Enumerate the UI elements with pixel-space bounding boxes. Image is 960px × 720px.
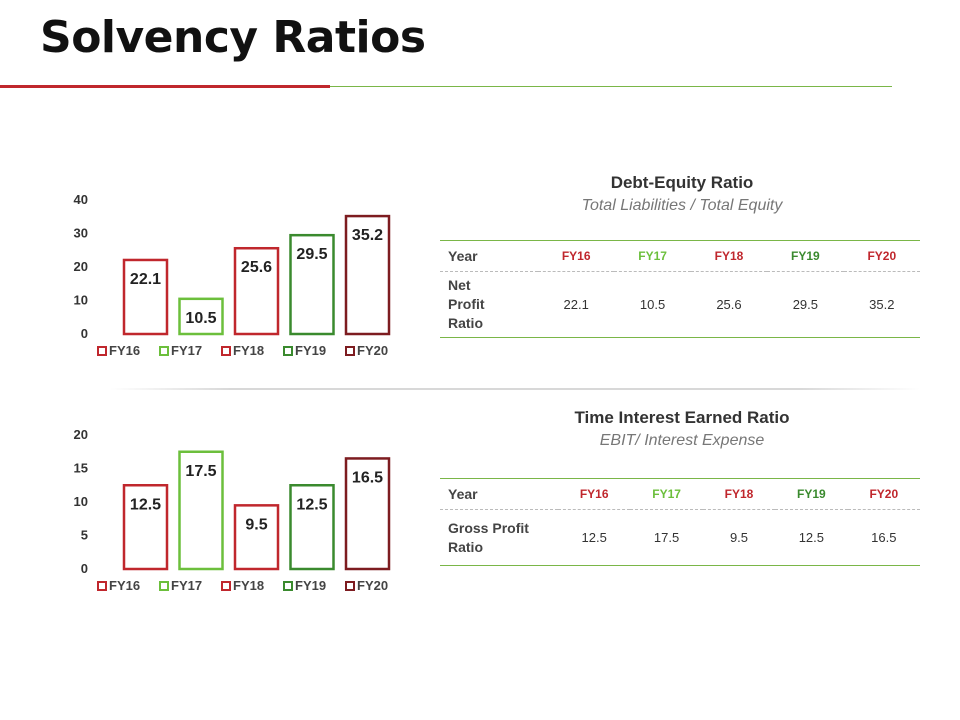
y-tick-label: 10 <box>74 494 88 509</box>
value-cell: 10.5 <box>639 297 666 312</box>
value-cell: 12.5 <box>798 530 825 545</box>
legend-label: FY17 <box>171 343 202 358</box>
bar-fy17 <box>178 450 224 571</box>
table-row: Gross Profit Ratio 12.5 17.5 9.5 12.5 16… <box>440 510 920 566</box>
bar-value-label: 17.5 <box>185 463 216 480</box>
table-row: Net Profit Ratio 22.1 10.5 25.6 29.5 35.… <box>440 272 920 338</box>
debt-equity-bar-chart: 0 10 20 30 40 22.1 10.5 25.6 29.5 35.2 FY16 FY17 FY1… <box>74 192 391 358</box>
legend-label: FY20 <box>357 578 388 593</box>
debt-equity-heading: Debt-Equity Ratio Total Liabilities / To… <box>442 173 922 215</box>
table-header-row: Year FY16 FY17 FY18 FY19 FY20 <box>440 478 920 510</box>
bar-value-label: 12.5 <box>296 496 327 513</box>
legend-swatch <box>159 346 169 356</box>
legend-swatch <box>283 581 293 591</box>
page-title: Solvency Ratios <box>40 12 426 63</box>
table-header-row: Year FY16 FY17 FY18 FY19 FY20 <box>440 240 920 272</box>
year-col-fy20: FY20 <box>869 487 899 501</box>
year-header: Year <box>448 485 478 502</box>
debt-equity-title: Debt-Equity Ratio <box>610 173 754 192</box>
legend-swatch <box>221 581 231 591</box>
bar-fy19 <box>289 233 335 336</box>
time-interest-heading: Time Interest Earned Ratio EBIT/ Interes… <box>442 408 922 450</box>
legend-swatch <box>221 346 231 356</box>
legend-swatch <box>159 581 169 591</box>
year-col-fy16: FY16 <box>561 249 591 263</box>
legend-label: FY18 <box>233 343 264 358</box>
bar-fy16 <box>122 258 169 336</box>
y-tick-label: 5 <box>81 528 88 543</box>
value-cell: 29.5 <box>792 297 819 312</box>
y-tick-label: 20 <box>74 427 88 442</box>
year-col-fy19: FY19 <box>797 487 826 501</box>
year-col-fy18: FY18 <box>714 249 744 263</box>
legend-swatch <box>283 346 293 356</box>
legend-label: FY16 <box>109 578 140 593</box>
section-divider <box>110 388 920 390</box>
bar-fy20 <box>344 457 391 571</box>
bar-value-label: 12.5 <box>130 496 161 513</box>
legend-label: FY19 <box>295 343 326 358</box>
y-tick-label: 0 <box>81 326 88 341</box>
legend-label: FY16 <box>109 343 140 358</box>
legend-swatch <box>97 346 107 356</box>
time-interest-title: Time Interest Earned Ratio <box>574 408 790 427</box>
bar-fy20 <box>344 214 391 336</box>
legend-swatch <box>345 346 355 356</box>
bar-value-label: 35.2 <box>352 227 383 244</box>
bar-fy18 <box>233 504 280 571</box>
bar-value-label: 29.5 <box>296 246 327 263</box>
value-cell: 17.5 <box>653 530 680 545</box>
bar-value-label: 9.5 <box>245 516 267 533</box>
bar-fy19 <box>289 484 335 571</box>
value-cell: 25.6 <box>716 297 742 312</box>
legend-label: FY18 <box>233 578 264 593</box>
legend-label: FY20 <box>357 343 388 358</box>
bar-fy17 <box>178 297 224 336</box>
legend-swatch <box>97 581 107 591</box>
value-cell: 22.1 <box>563 297 589 312</box>
value-cell: 35.2 <box>869 297 895 312</box>
year-col-fy20: FY20 <box>867 249 897 263</box>
bar-value-label: 10.5 <box>185 310 216 327</box>
time-interest-table: Year FY16 FY17 FY18 FY19 FY20 Gross Prof… <box>440 478 920 566</box>
year-col-fy17: FY17 <box>652 487 681 501</box>
y-tick-label: 0 <box>81 561 88 576</box>
time-interest-formula: EBIT/ Interest Expense <box>599 432 765 449</box>
row-label: Net Profit Ratio <box>448 277 485 331</box>
y-tick-label: 15 <box>74 461 88 476</box>
y-tick-label: 40 <box>74 192 88 207</box>
title-underline-green <box>330 86 892 87</box>
bar-value-label: 25.6 <box>241 259 272 276</box>
bar-fy16 <box>122 484 169 571</box>
legend-swatch <box>345 581 355 591</box>
title-underline-red <box>0 85 330 88</box>
value-cell: 12.5 <box>581 530 607 545</box>
y-tick-label: 30 <box>74 226 88 241</box>
year-col-fy16: FY16 <box>579 487 609 501</box>
debt-equity-formula: Total Liabilities / Total Equity <box>581 197 783 214</box>
legend-label: FY19 <box>295 578 326 593</box>
time-interest-bar-chart: 0 5 10 15 20 12.5 17.5 9.5 12.5 16.5 FY16 FY17 FY18 F… <box>74 427 391 593</box>
year-col-fy18: FY18 <box>724 487 754 501</box>
y-tick-label: 10 <box>74 293 88 308</box>
bar-value-label: 16.5 <box>352 469 383 486</box>
bar-value-label: 22.1 <box>130 271 161 288</box>
debt-equity-table: Year FY16 FY17 FY18 FY19 FY20 Net Profit… <box>440 240 920 338</box>
year-header: Year <box>448 247 478 264</box>
value-cell: 16.5 <box>871 530 897 545</box>
bar-fy18 <box>233 246 280 336</box>
year-col-fy17: FY17 <box>638 249 667 263</box>
legend-label: FY17 <box>171 578 202 593</box>
y-tick-label: 20 <box>74 259 88 274</box>
row-label: Gross Profit Ratio <box>448 519 529 555</box>
year-col-fy19: FY19 <box>791 249 820 263</box>
value-cell: 9.5 <box>729 530 749 545</box>
